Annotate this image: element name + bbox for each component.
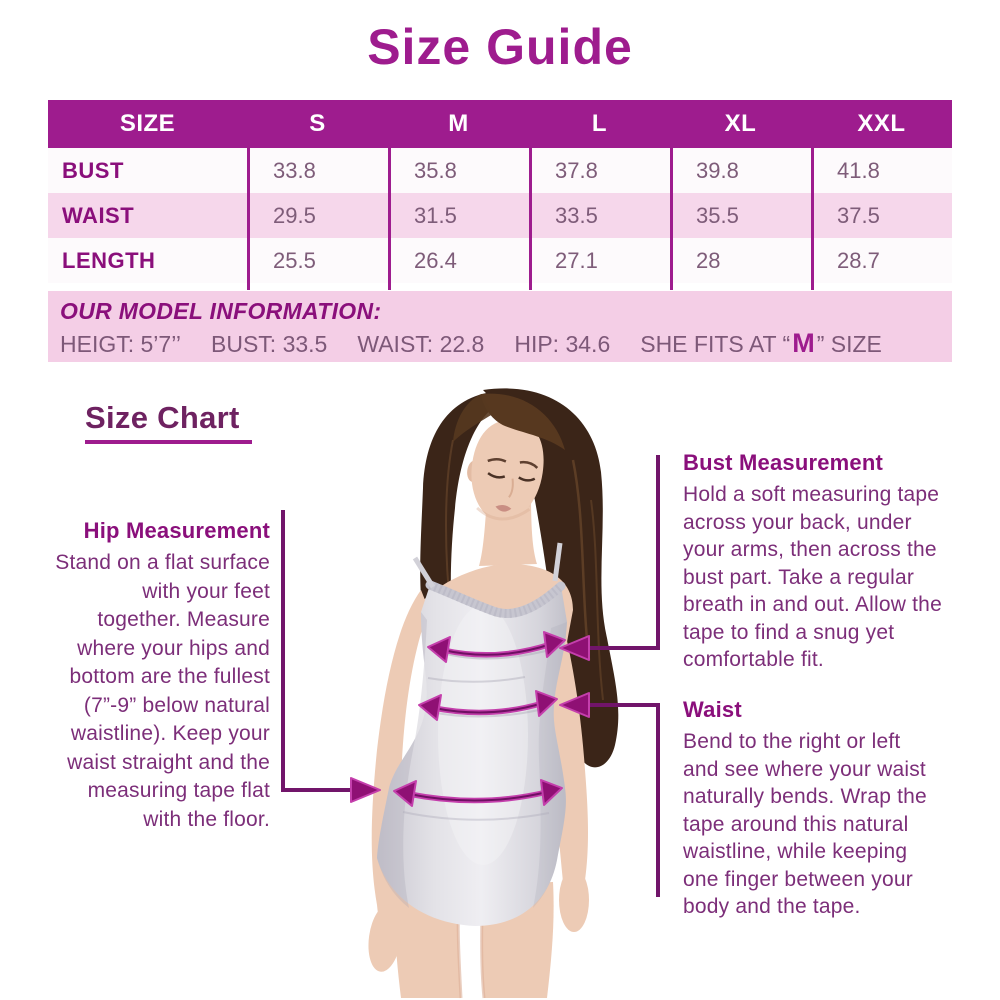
column-divider: [388, 148, 391, 290]
bust-measurement-block: Bust Measurement Hold a soft measuring t…: [683, 450, 995, 674]
bust-body: Hold a soft measuring tape across your b…: [683, 483, 942, 671]
col-header-m: M: [448, 110, 469, 137]
cell-value: 41.8: [837, 157, 880, 183]
col-header-xxl: XXL: [857, 110, 906, 137]
cell-value: 35.5: [696, 202, 739, 228]
hip-measurement-block: Hip Measurement Stand on a flat surface …: [25, 518, 270, 834]
slip-dress: [377, 585, 567, 926]
model-hand: [559, 868, 589, 932]
model-information-panel: OUR MODEL INFORMATION: HEIGT: 5’7’’ BUST…: [48, 291, 952, 362]
page-title: Size Guide: [367, 19, 633, 75]
model-info-stats: HEIGT: 5’7’’ BUST: 33.5 WAIST: 22.8 HIP:…: [60, 328, 882, 359]
model-face: [467, 420, 544, 524]
model-info-heading: OUR MODEL INFORMATION:: [60, 298, 382, 324]
cell-value: 28.7: [837, 247, 880, 273]
cell-value: 31.5: [414, 202, 457, 228]
hip-body: Stand on a flat surface with your feet t…: [55, 551, 270, 831]
model-hand: [368, 904, 402, 972]
bust-heading: Bust Measurement: [683, 450, 884, 475]
fits-suffix: ” SIZE: [816, 331, 882, 357]
row-label: LENGTH: [62, 247, 156, 273]
col-header-l: L: [591, 110, 608, 137]
column-divider: [529, 148, 532, 290]
waist-measurement-block: Waist Bend to the right or left and see …: [683, 697, 995, 921]
stat-bust: BUST: 33.5: [211, 331, 328, 357]
cell-value: 33.5: [555, 202, 598, 228]
waist-heading: Waist: [683, 697, 742, 722]
stat-hip: HIP: 34.6: [514, 331, 611, 357]
column-divider: [247, 148, 250, 290]
size-table-header: SIZE S M L XL XXL: [48, 100, 952, 148]
column-divider: [670, 148, 673, 290]
hair-front: [481, 393, 565, 450]
dress-strap: [412, 556, 436, 589]
cell-value: 29.5: [273, 202, 316, 228]
cell-value: 25.5: [273, 247, 316, 273]
cell-value: 26.4: [414, 247, 457, 273]
size-chart-underline: [85, 440, 252, 444]
row-label: WAIST: [62, 202, 135, 228]
col-header-xl: XL: [724, 110, 757, 137]
waist-body: Bend to the right or left and see where …: [683, 730, 927, 918]
model-photo: [368, 388, 619, 999]
fits-statement: SHE FITS AT “ M ” SIZE: [640, 328, 882, 359]
cell-value: 27.1: [555, 247, 598, 273]
cell-value: 37.8: [555, 157, 598, 183]
cell-value: 35.8: [414, 157, 457, 183]
hip-heading: Hip Measurement: [83, 518, 270, 543]
col-header-size: SIZE: [119, 110, 176, 137]
dress-strap: [552, 542, 563, 582]
stat-waist: WAIST: 22.8: [357, 331, 485, 357]
cell-value: 37.5: [837, 202, 880, 228]
column-divider: [811, 148, 814, 290]
size-table: SIZE S M L XL XXL BUST 33.8 35.8 37.8 39…: [48, 100, 952, 362]
size-chart-heading: Size Chart: [85, 400, 240, 435]
hair-left-strand: [420, 392, 495, 643]
cell-value: 33.8: [273, 157, 316, 183]
cell-value: 28: [696, 247, 721, 273]
table-row-length: LENGTH 25.5 26.4 27.1 28 28.7: [48, 238, 952, 283]
stat-height: HEIGT: 5’7’’: [60, 331, 182, 357]
cell-value: 39.8: [696, 157, 739, 183]
fits-size: M: [792, 328, 815, 358]
hair-front: [453, 394, 493, 442]
fits-prefix: SHE FITS AT “: [640, 331, 791, 357]
row-label: BUST: [62, 157, 124, 183]
table-row-waist: WAIST 29.5 31.5 33.5 35.5 37.5: [48, 193, 952, 238]
table-row-bust: BUST 33.8 35.8 37.8 39.8 41.8: [48, 148, 952, 193]
col-header-s: S: [309, 110, 326, 137]
